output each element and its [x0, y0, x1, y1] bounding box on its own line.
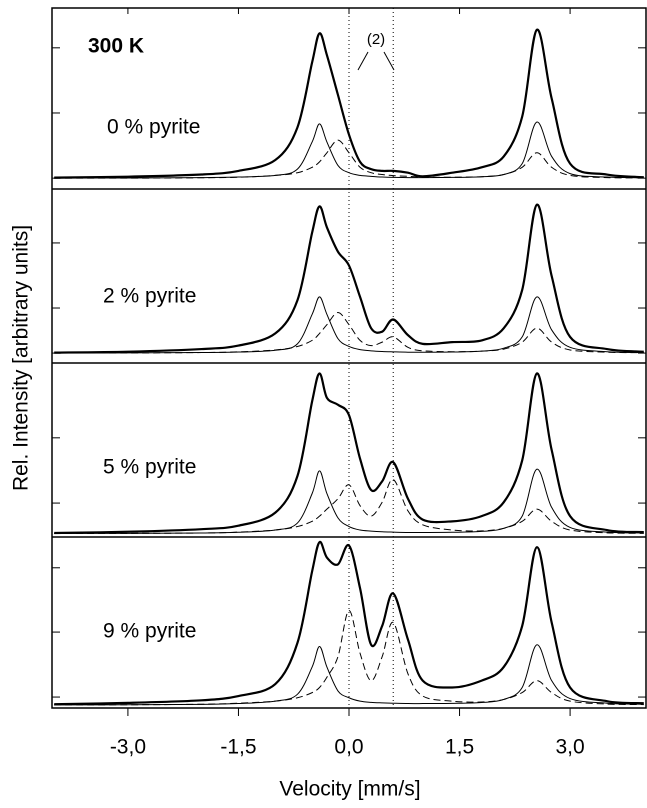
y-axis-label: Rel. Intensity [arbitrary units]	[10, 225, 33, 491]
x-tick-label: -1,5	[220, 736, 256, 759]
spectrum-line	[54, 610, 644, 706]
x-axis-label: Velocity [mm/s]	[279, 778, 420, 801]
panel-label: 5 % pyrite	[103, 456, 196, 479]
annotation-pointer	[383, 51, 395, 71]
x-tick-label: -3,0	[110, 736, 146, 759]
spectrum-line	[54, 28, 644, 179]
spectrum-line	[54, 139, 644, 179]
spectrum-line	[54, 540, 644, 706]
x-tick-label: 1,5	[445, 736, 474, 759]
x-tick-label: 3,0	[555, 736, 584, 759]
spectrum-line	[54, 372, 644, 535]
x-tick-label: 0,0	[334, 736, 363, 759]
annotation: (2)	[367, 31, 385, 48]
panel-label: 0 % pyrite	[107, 116, 200, 139]
spectrum-line	[54, 312, 644, 354]
panel-label: 9 % pyrite	[103, 620, 196, 643]
spectrum-line	[54, 644, 644, 706]
annotation-pointer	[357, 51, 369, 71]
panel-label: 2 % pyrite	[103, 285, 196, 308]
spectrum-line	[54, 203, 644, 354]
temperature-label: 300 K	[88, 35, 144, 58]
spectrum-line	[54, 479, 644, 535]
